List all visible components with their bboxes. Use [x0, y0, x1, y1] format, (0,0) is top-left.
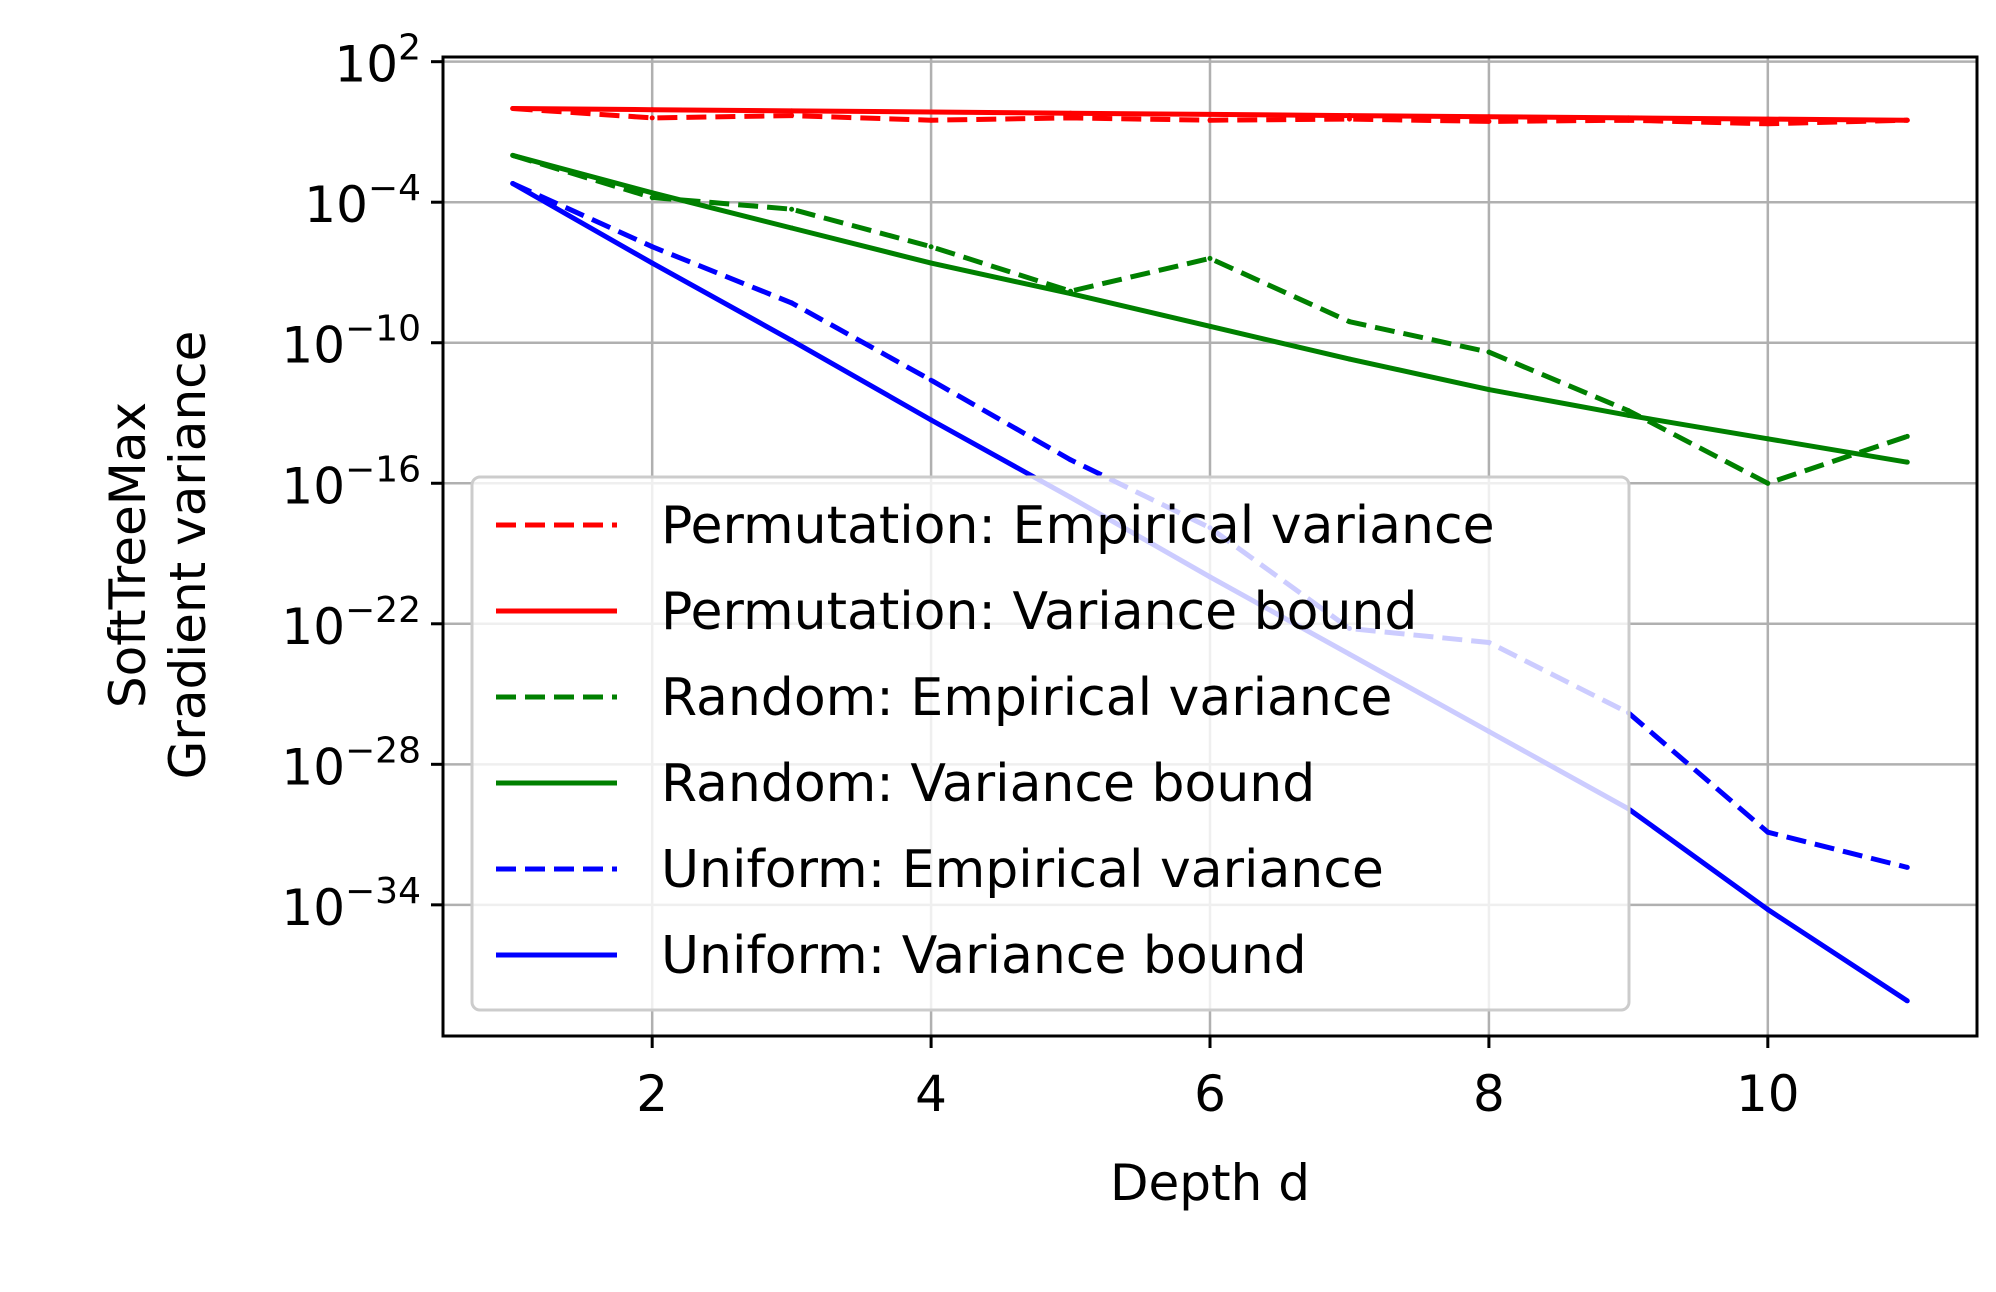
data-point [1904, 864, 1910, 870]
x-tick-label: 8 [1473, 1065, 1505, 1123]
data-point [928, 117, 934, 123]
legend-label: Uniform: Empirical variance [661, 840, 1384, 900]
y-axis-label-line-2: Gradient variance [159, 331, 217, 780]
series-line-random-empirical-variance [511, 153, 1909, 486]
data-point [1904, 117, 1910, 123]
data-point [1904, 433, 1910, 439]
data-point [789, 225, 795, 231]
data-point [789, 300, 795, 306]
data-point [928, 417, 934, 423]
data-point [1068, 291, 1074, 297]
data-point [789, 113, 795, 119]
legend-box [470, 475, 1631, 1012]
data-point [928, 377, 934, 383]
data-point [1068, 457, 1074, 463]
y-axis-label: SoftTreeMax Gradient variance [99, 331, 217, 780]
x-tick-label: 6 [1194, 1065, 1226, 1123]
data-point [649, 190, 655, 196]
data-point [1904, 998, 1910, 1004]
data-point [1207, 117, 1213, 123]
data-point [1346, 113, 1352, 119]
data-point [1486, 349, 1492, 355]
legend-label: Random: Empirical variance [661, 668, 1392, 728]
data-point [649, 107, 655, 113]
x-tick-label: 10 [1736, 1065, 1800, 1123]
data-point [510, 106, 516, 112]
data-point [1904, 459, 1910, 465]
legend-label: Random: Variance bound [661, 754, 1315, 814]
series-lines [510, 106, 1910, 1004]
data-point [1625, 115, 1631, 121]
legend-label: Uniform: Variance bound [661, 926, 1307, 986]
data-point [510, 152, 516, 158]
x-axis-ticks: 2 4 6 8 10 [636, 1036, 1800, 1123]
data-point [789, 337, 795, 343]
data-point [1486, 118, 1492, 124]
data-point [1346, 319, 1352, 325]
legend-label: Permutation: Variance bound [661, 582, 1417, 642]
data-point [649, 244, 655, 250]
data-point [1068, 115, 1074, 121]
y-tick-label: 10−10 [281, 309, 421, 375]
data-point [1207, 255, 1213, 261]
data-point [1765, 436, 1771, 442]
data-point [1486, 114, 1492, 120]
data-point [1207, 111, 1213, 117]
data-point [649, 195, 655, 201]
data-point [1765, 121, 1771, 127]
series-line-uniform-empirical-variance [511, 181, 1908, 870]
x-tick-label: 2 [636, 1065, 668, 1123]
data-point [1765, 829, 1771, 835]
data-point [1765, 480, 1771, 486]
legend-label: Permutation: Empirical variance [661, 496, 1495, 556]
data-point [1625, 412, 1631, 418]
data-point [1207, 323, 1213, 329]
x-axis-label: Depth d [1110, 1154, 1310, 1212]
data-point [789, 206, 795, 212]
data-point [928, 109, 934, 115]
data-point [649, 115, 655, 121]
data-point [649, 260, 655, 266]
data-point [1346, 356, 1352, 362]
y-axis-label-line-1: SoftTreeMax [99, 402, 157, 708]
data-point [1765, 907, 1771, 913]
data-point [1765, 116, 1771, 122]
y-tick-label: 10−34 [281, 871, 421, 937]
data-point [1068, 110, 1074, 116]
data-point [928, 260, 934, 266]
data-point [510, 180, 516, 186]
data-point [789, 108, 795, 114]
legend: Permutation: Empirical variance Permutati… [470, 475, 1631, 1012]
data-point [928, 244, 934, 250]
data-point [1486, 387, 1492, 393]
x-tick-label: 4 [915, 1065, 947, 1123]
data-point [1625, 408, 1631, 414]
